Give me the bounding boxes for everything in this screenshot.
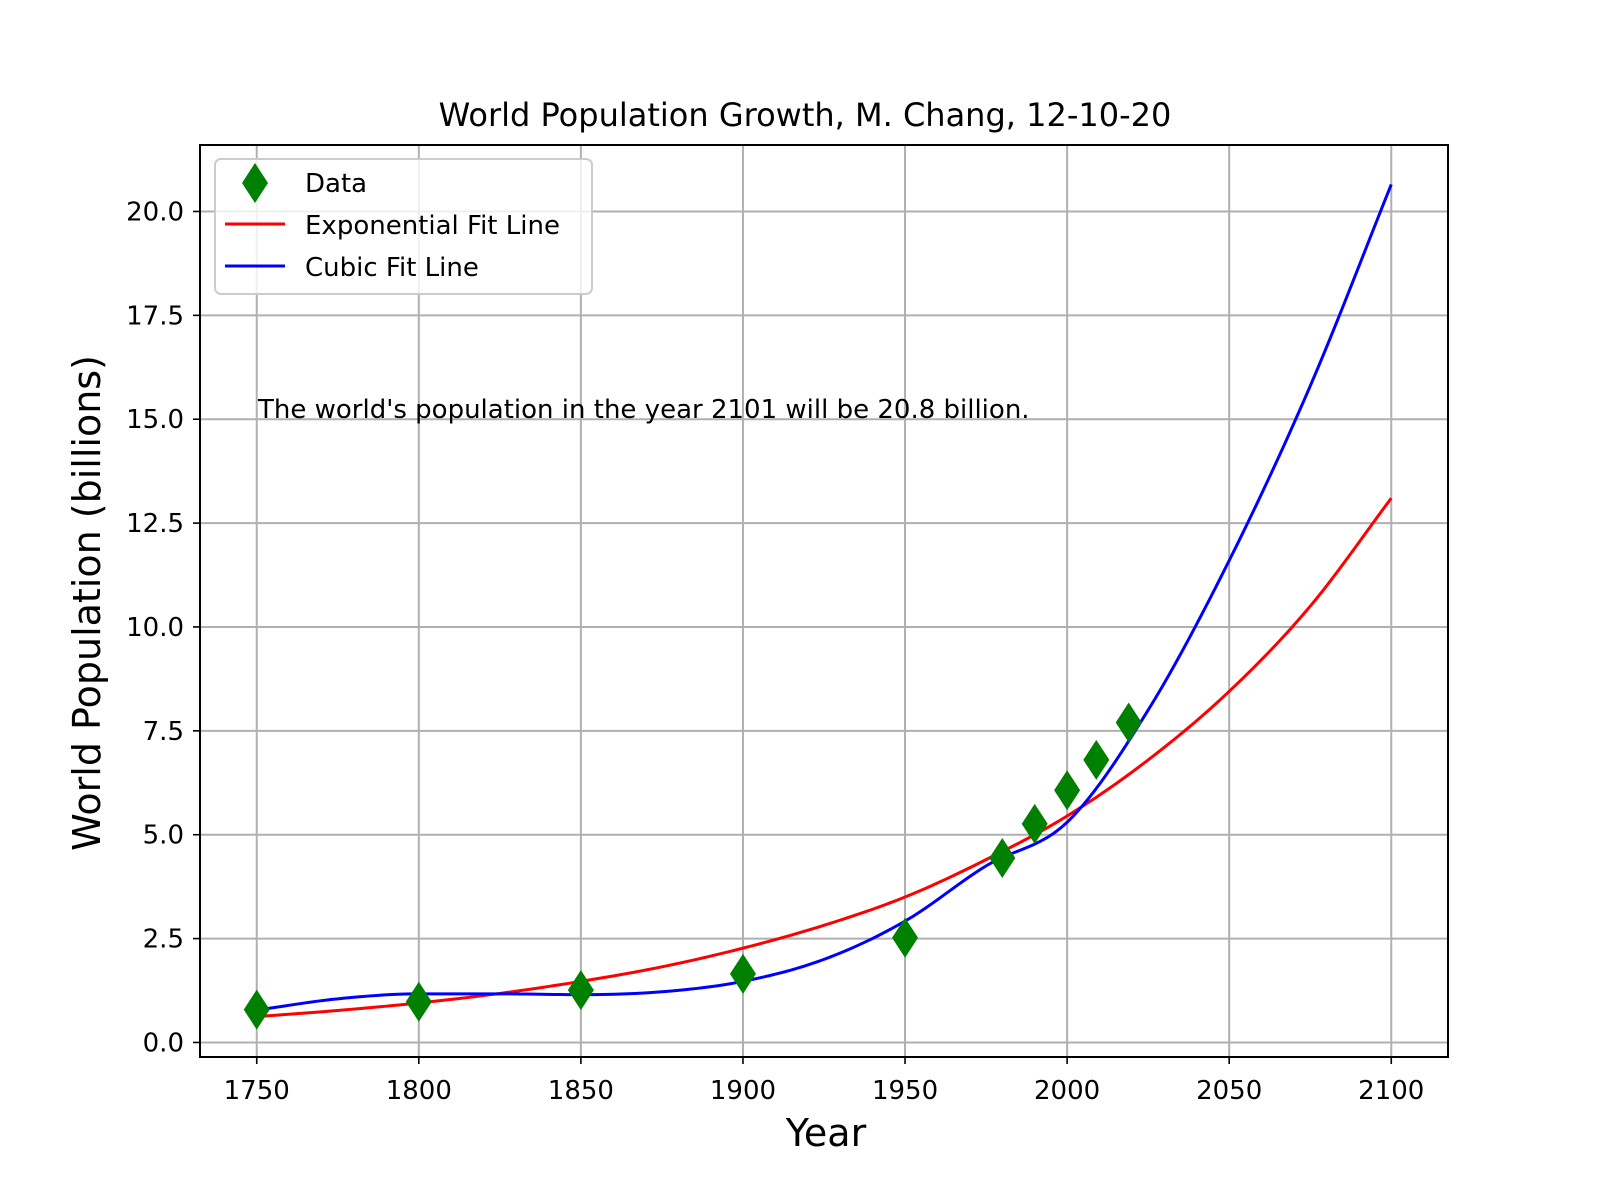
legend-label-cubic: Cubic Fit Line: [305, 253, 479, 283]
data-point-marker: [1021, 803, 1048, 844]
y-tick-label: 7.5: [143, 717, 184, 747]
data-point-marker: [729, 953, 756, 994]
legend: Data Exponential Fit Line Cubic Fit Line: [214, 158, 593, 295]
data-point-marker: [243, 989, 270, 1030]
data-point-marker: [567, 970, 594, 1011]
x-tick-label: 2000: [1034, 1076, 1100, 1106]
y-tick-label: 17.5: [126, 301, 184, 331]
plot-frame: [199, 144, 1449, 1058]
prediction-annotation: The world's population in the year 2101 …: [257, 395, 1030, 425]
y-tick-label: 12.5: [126, 509, 184, 539]
y-tick-label: 5.0: [143, 821, 184, 851]
y-axis-label: World Population (billions): [65, 355, 109, 851]
chart-title: World Population Growth, M. Chang, 12-10…: [439, 96, 1172, 134]
data-point-marker: [1054, 770, 1081, 811]
x-tick-label: 2100: [1358, 1076, 1424, 1106]
data-point-marker: [1083, 739, 1110, 780]
y-tick-label: 15.0: [126, 405, 184, 435]
legend-label-data: Data: [305, 169, 367, 199]
x-tick-label: 1900: [710, 1076, 776, 1106]
data-point-marker: [1115, 702, 1142, 743]
x-tick-label: 2050: [1196, 1076, 1262, 1106]
data-point-marker: [989, 837, 1016, 878]
x-axis-label: Year: [785, 1111, 867, 1155]
y-tick-label: 0.0: [143, 1028, 184, 1058]
data-point-marker: [405, 981, 432, 1022]
x-tick-label: 1800: [386, 1076, 452, 1106]
legend-box: [214, 158, 593, 295]
data-point-marker: [892, 917, 919, 958]
axis-ticks: 1750 1800 1850 1900 1950 2000 2050 2100 0.0 2.5 5.…: [126, 197, 1424, 1106]
legend-label-exponential: Exponential Fit Line: [305, 211, 560, 241]
y-tick-label: 2.5: [143, 925, 184, 955]
exponential-fit-line: [256, 497, 1393, 1019]
cubic-fit-line: [256, 183, 1393, 1012]
y-tick-label: 10.0: [126, 613, 184, 643]
y-tick-label: 20.0: [126, 197, 184, 227]
x-tick-label: 1850: [548, 1076, 614, 1106]
x-tick-label: 1750: [224, 1076, 290, 1106]
legend-data-marker: [242, 163, 268, 203]
x-tick-label: 1950: [872, 1076, 938, 1106]
plot-series: [243, 183, 1393, 1030]
grid: [200, 145, 1448, 1057]
